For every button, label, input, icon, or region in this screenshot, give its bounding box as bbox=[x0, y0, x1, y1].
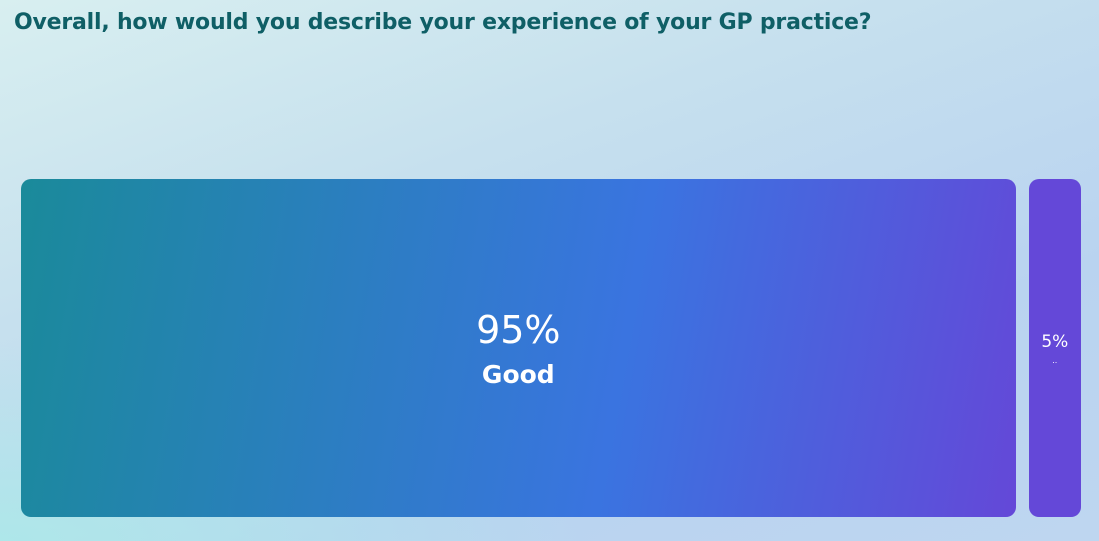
category-label: Good bbox=[481, 359, 555, 389]
value-label: 95% bbox=[476, 307, 561, 352]
bar-segment-1[interactable]: 5%.. bbox=[1028, 179, 1081, 517]
value-label: 5% bbox=[1041, 331, 1069, 352]
chart-title: Overall, how would you describe your exp… bbox=[14, 10, 872, 35]
bar-segment-0[interactable]: 95% Good bbox=[21, 179, 1016, 517]
chart: 95% Good 5%.. bbox=[21, 179, 1081, 517]
category-label: .. bbox=[1052, 355, 1058, 365]
